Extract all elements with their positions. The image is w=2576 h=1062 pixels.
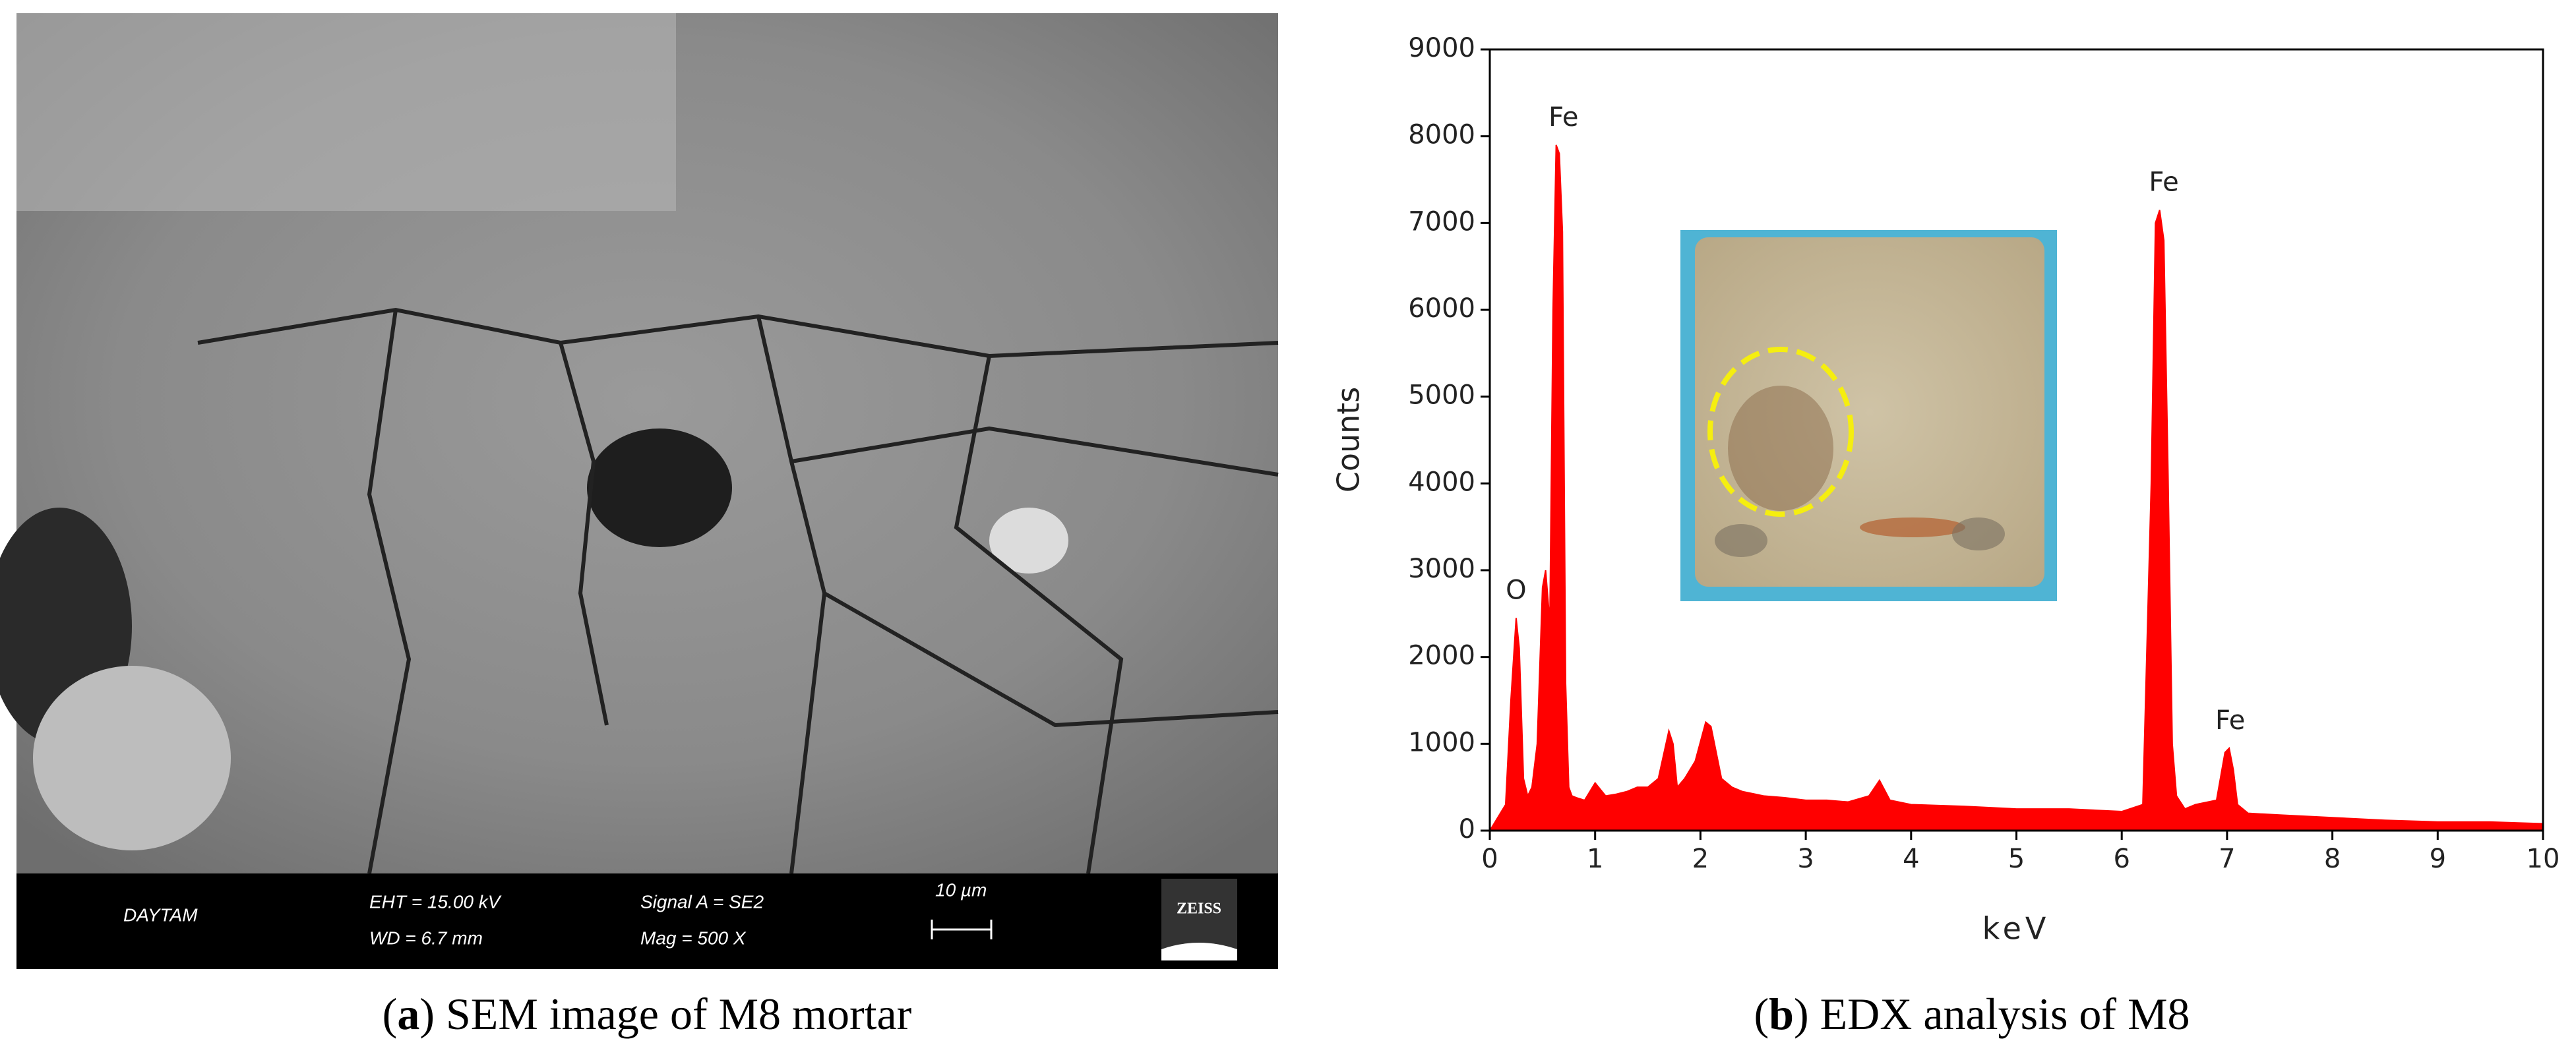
sem-image xyxy=(0,13,1279,969)
y-tick-label: 2000 xyxy=(1408,641,1475,671)
x-tick-label: 2 xyxy=(1692,844,1709,874)
y-tick-label: 9000 xyxy=(1408,33,1475,63)
caption-letter: b xyxy=(1769,989,1794,1039)
sem-info: Mag = 500 X xyxy=(640,928,747,948)
sem-scale-label: 10 µm xyxy=(935,879,987,900)
sem-info: EHT = 15.00 kV xyxy=(369,891,502,912)
peak-label: Fe xyxy=(1549,102,1578,133)
caption-part: ( xyxy=(1754,989,1769,1039)
sem-logo: ZEISS xyxy=(1177,900,1221,918)
x-tick-label: 5 xyxy=(2008,844,2025,874)
caption: (b) EDX analysis of M8 xyxy=(1754,989,2190,1039)
x-tick-label: 4 xyxy=(1903,844,1919,874)
peak-label: O xyxy=(1506,575,1526,605)
x-tick-label: 6 xyxy=(2113,844,2130,874)
edx-chart: 0 1000 2000 3000 4000 5000 6000 7000 8000 9000 0 1 2… xyxy=(1408,33,2560,874)
x-tick-label: 1 xyxy=(1587,844,1603,874)
y-tick-label: 1000 xyxy=(1408,727,1475,757)
y-tick-label: 6000 xyxy=(1408,293,1475,324)
caption: (a) SEM image of M8 mortar xyxy=(383,989,912,1039)
caption-letter: a xyxy=(397,989,419,1039)
y-tick-label: 4000 xyxy=(1408,467,1475,497)
x-tick-label: 9 xyxy=(2430,844,2446,874)
peak-label: Fe xyxy=(2149,167,2178,198)
y-tick-label: 3000 xyxy=(1408,554,1475,584)
spectrum-area xyxy=(1488,144,2544,831)
y-tick-label: 0 xyxy=(1459,814,1475,844)
caption-part: ( xyxy=(383,989,398,1039)
y-tick-label: 8000 xyxy=(1408,120,1475,150)
x-axis-title: keV xyxy=(1982,911,2050,947)
y-axis-title: Counts xyxy=(1331,387,1366,493)
x-tick-label: 10 xyxy=(2527,844,2560,874)
x-tick-label: 0 xyxy=(1481,844,1498,874)
y-tick-label: 7000 xyxy=(1408,206,1475,237)
x-tick-label: 7 xyxy=(2219,844,2235,874)
x-tick-label: 8 xyxy=(2324,844,2341,874)
caption-part: ) EDX analysis of M8 xyxy=(1794,989,2190,1039)
x-tick-label: 3 xyxy=(1797,844,1814,874)
peak-label: Fe xyxy=(2215,705,2245,736)
sem-info: WD = 6.7 mm xyxy=(369,928,483,948)
y-tick-label: 5000 xyxy=(1408,380,1475,411)
sem-info: DAYTAM xyxy=(123,904,198,925)
caption-part: ) SEM image of M8 mortar xyxy=(419,989,911,1039)
sem-info: Signal A = SE2 xyxy=(640,891,764,912)
inset-photo xyxy=(1680,230,2057,601)
